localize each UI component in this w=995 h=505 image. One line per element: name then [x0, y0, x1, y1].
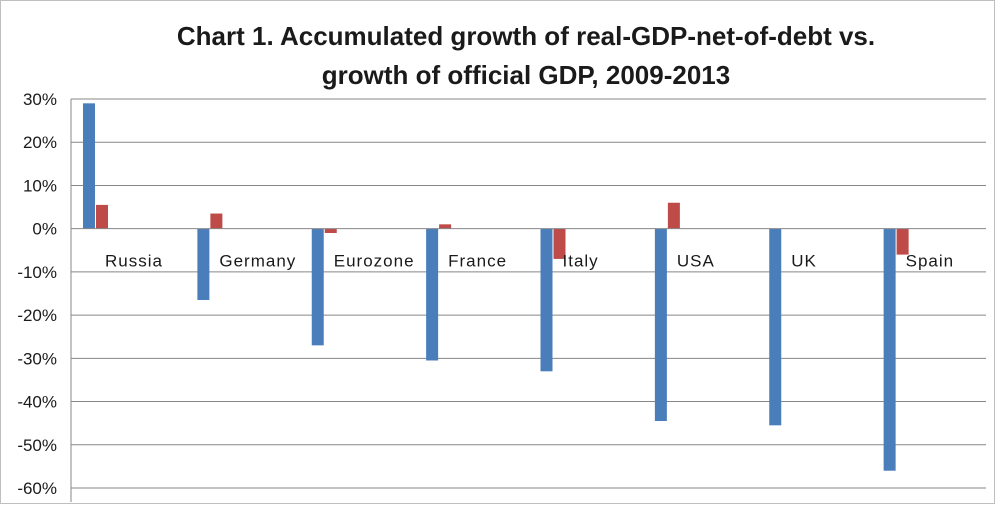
y-tick-label: -30%: [17, 349, 57, 368]
category-label: Eurozone: [334, 252, 415, 271]
bar-series-1: [426, 228, 439, 361]
category-label: Italy: [563, 252, 599, 271]
bar-series-2: [439, 224, 452, 229]
bar-series-1: [769, 228, 782, 426]
y-tick-label: 0%: [32, 220, 57, 239]
category-label: France: [448, 252, 507, 271]
bar-series-1: [883, 228, 896, 471]
y-axis-tick-labels: 30% 20% 10% 0% -10% -20% -30% -40% -50% -60%: [17, 90, 57, 498]
category-label: USA: [677, 252, 715, 271]
chart-title-line-2: growth of official GDP, 2009-2013: [322, 60, 730, 90]
bar-series-1: [197, 228, 210, 300]
bars: [83, 103, 909, 471]
bar-series-2: [96, 204, 108, 229]
bar-series-1: [83, 103, 95, 229]
bar-series-2: [324, 228, 337, 233]
bar-series-2: [210, 213, 223, 229]
gridlines: [70, 98, 986, 502]
y-tick-label: -40%: [17, 393, 57, 412]
chart-title-line-1: Chart 1. Accumulated growth of real-GDP-…: [177, 21, 875, 51]
y-tick-label: -60%: [17, 479, 57, 498]
bar-series-1: [540, 228, 553, 372]
category-label: Germany: [219, 252, 296, 271]
category-label: UK: [791, 252, 817, 271]
y-tick-label: -50%: [17, 436, 57, 455]
bar-series-2: [896, 228, 909, 255]
y-tick-label: -20%: [17, 306, 57, 325]
category-label: Russia: [105, 252, 163, 271]
bar-series-1: [311, 228, 324, 346]
category-labels: Russia Germany Eurozone France Italy USA UK Spa…: [105, 252, 954, 271]
y-tick-label: 10%: [23, 176, 57, 195]
y-tick-label: 20%: [23, 133, 57, 152]
bar-series-2: [553, 228, 566, 259]
category-label: Spain: [906, 252, 954, 271]
bar-series-1: [654, 228, 667, 422]
y-tick-label: 30%: [23, 90, 57, 109]
bar-series-2: [667, 202, 680, 229]
y-tick-label: -10%: [17, 263, 57, 282]
